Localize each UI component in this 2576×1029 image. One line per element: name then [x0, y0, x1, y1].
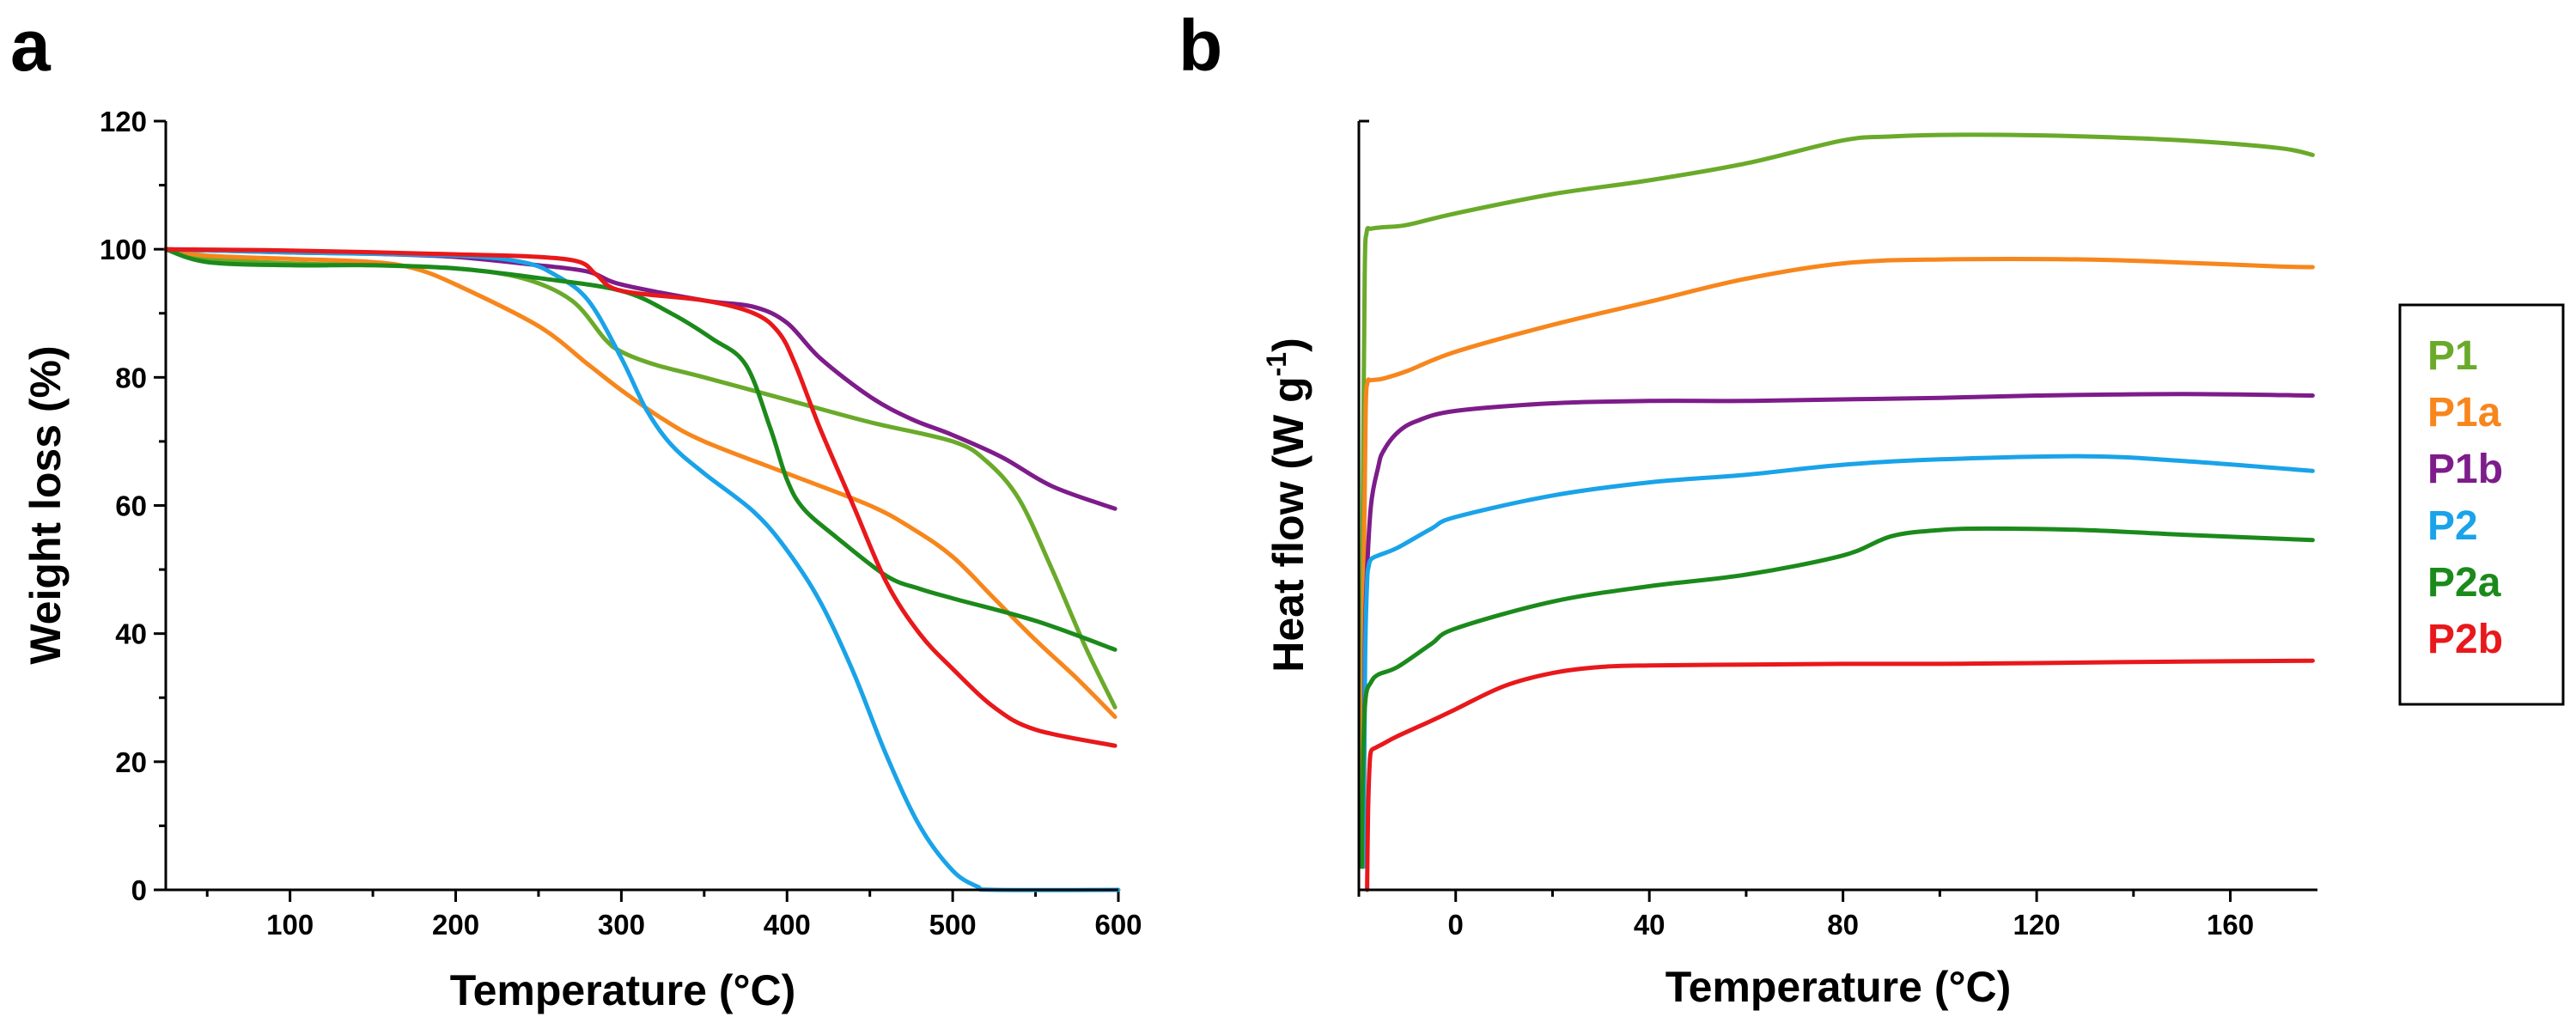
legend: P1 P1a P1b P2 P2a P2b — [2398, 303, 2565, 706]
panel-b-series-p2b — [1365, 658, 2315, 892]
legend-item-p2: P2 — [2427, 503, 2478, 549]
panel-a-x-tick-label: 600 — [1094, 909, 1142, 941]
legend-item-p2a: P2a — [2427, 560, 2501, 606]
panel-a-y-ticks: 0 20 40 60 80 100 120 — [100, 106, 166, 906]
panel-b-x-tick-label: 120 — [2013, 909, 2061, 941]
panel-a-series-p1a — [163, 247, 1117, 720]
panel-b-x-axis-title: Temperature (°C) — [1666, 963, 2011, 1011]
panel-a-series-p2a — [163, 247, 1117, 652]
panel-b-x-tick-label: 40 — [1634, 909, 1666, 941]
panel-b-series-p1a — [1360, 257, 2315, 869]
panel-a-series-p2 — [163, 247, 1121, 892]
legend-item-p1: P1 — [2427, 333, 2478, 379]
panel-b-x-tick-label: 0 — [1448, 909, 1464, 941]
panel-a-x-tick-label: 500 — [929, 909, 977, 941]
panel-b-axes — [1357, 121, 2317, 892]
panel-a-weight-loss-chart: a 0 20 40 60 80 100 120 100 200 300 400 500 600 Tem… — [10, 5, 1142, 1014]
panel-b-series-p1 — [1359, 132, 2315, 869]
panel-b-heat-flow-chart: b 0 40 80 120 160 Temperature (°C) Heat flow… — [1178, 5, 2317, 1011]
legend-item-p1b: P1b — [2427, 447, 2503, 492]
panel-a-x-tick-label: 300 — [598, 909, 645, 941]
panel-a-series-p1b — [163, 247, 1117, 511]
panel-b-y-axis-title-main: Heat flow (W g — [1264, 376, 1312, 672]
panel-b-series-p2a — [1359, 526, 2315, 869]
panel-a-x-tick-label: 100 — [266, 909, 314, 941]
panel-a-y-tick-label: 40 — [115, 618, 147, 650]
panel-a-y-tick-label: 20 — [115, 746, 147, 778]
panel-b-x-ticks: 0 40 80 120 160 — [1357, 890, 2254, 941]
panel-a-x-ticks: 100 200 300 400 500 600 — [205, 890, 1142, 941]
panel-a-y-tick-label: 100 — [100, 234, 147, 265]
panel-b-y-axis-title-superscript: -1 — [1261, 352, 1292, 376]
panel-b-y-axis-title-suffix: ) — [1264, 338, 1312, 352]
panel-b-x-tick-label: 160 — [2207, 909, 2254, 941]
legend-box — [2398, 303, 2565, 706]
panel-a-x-axis-title: Temperature (°C) — [450, 966, 795, 1014]
panel-a-y-tick-label: 120 — [100, 106, 147, 137]
panel-a-series-p2b — [163, 247, 1117, 748]
panel-a-x-tick-label: 400 — [764, 909, 811, 941]
panel-a-x-tick-label: 200 — [432, 909, 479, 941]
panel-a-y-tick-label: 0 — [131, 874, 147, 906]
panel-a-y-tick-label: 60 — [115, 490, 147, 522]
panel-a-y-tick-label: 80 — [115, 362, 147, 393]
panel-a-y-axis-title: Weight loss (%) — [21, 345, 70, 664]
legend-item-p1a: P1a — [2427, 390, 2501, 435]
panel-b-letter: b — [1178, 5, 1222, 86]
panel-b-series-p2 — [1361, 454, 2315, 869]
panel-a-axes — [164, 121, 1118, 892]
panel-b-series — [1359, 132, 2315, 892]
panel-b-y-axis-title: Heat flow (W g-1) — [1261, 338, 1312, 673]
legend-items: P1 P1a P1b P2 P2a P2b — [2427, 333, 2503, 662]
panel-b-x-tick-label: 80 — [1827, 909, 1859, 941]
panel-a-series — [163, 247, 1121, 892]
panel-a-letter: a — [10, 5, 52, 86]
panel-a-series-p1 — [163, 247, 1117, 709]
legend-item-p2b: P2b — [2427, 617, 2503, 662]
